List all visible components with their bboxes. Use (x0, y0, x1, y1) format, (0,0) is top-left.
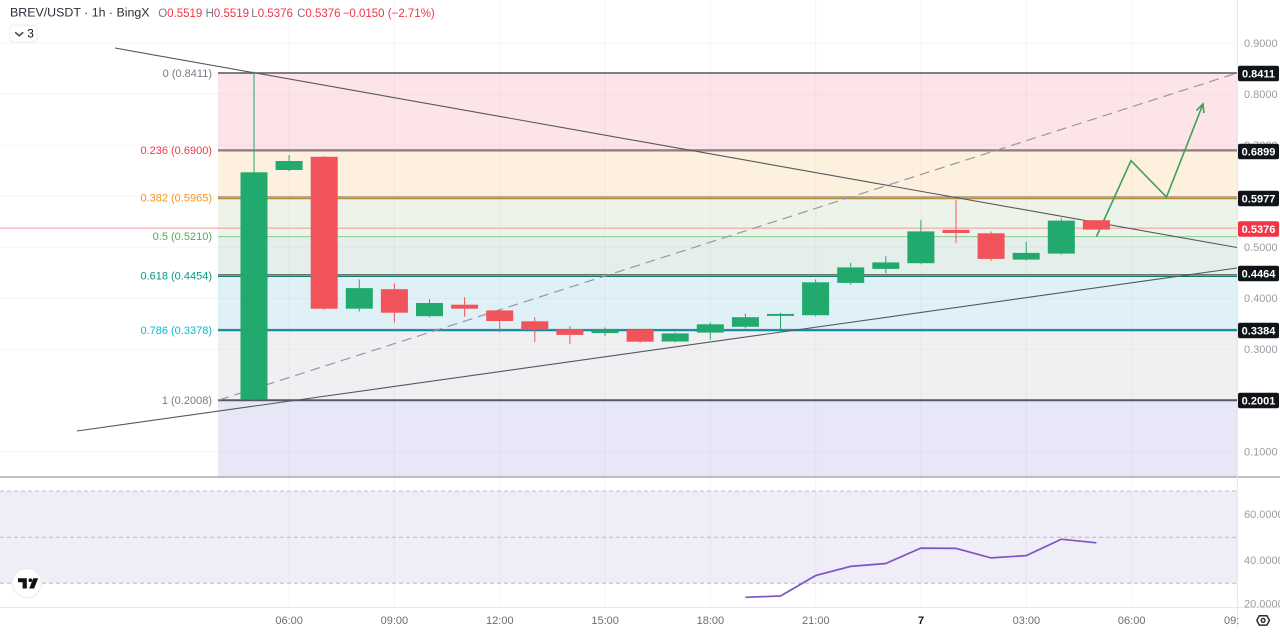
svg-text:0.786 (0.3378): 0.786 (0.3378) (140, 325, 212, 337)
svg-text:L0.5376: L0.5376 (251, 8, 293, 20)
svg-text:0.8000: 0.8000 (1244, 89, 1278, 101)
svg-text:40.0000: 40.0000 (1244, 555, 1280, 567)
svg-text:03:00: 03:00 (1013, 615, 1041, 627)
svg-text:0.4000: 0.4000 (1244, 293, 1278, 305)
svg-text:21:00: 21:00 (802, 615, 830, 627)
svg-text:18:00: 18:00 (697, 615, 725, 627)
svg-text:0.1000: 0.1000 (1244, 446, 1278, 458)
svg-text:15:00: 15:00 (591, 615, 619, 627)
svg-text:1 (0.2008): 1 (0.2008) (162, 395, 212, 407)
svg-text:0.5977: 0.5977 (1242, 193, 1276, 205)
svg-text:0 (0.8411): 0 (0.8411) (163, 68, 212, 80)
svg-text:0.8411: 0.8411 (1242, 68, 1275, 80)
svg-text:BREV/USDT · 1h · BingX: BREV/USDT · 1h · BingX (10, 6, 150, 20)
svg-text:0.618 (0.4454): 0.618 (0.4454) (140, 270, 212, 282)
svg-text:7: 7 (918, 615, 924, 627)
svg-text:06:00: 06:00 (275, 615, 303, 627)
svg-text:0.2001: 0.2001 (1242, 395, 1276, 407)
svg-text:C0.5376: C0.5376 (297, 8, 341, 20)
svg-text:0.3000: 0.3000 (1244, 344, 1278, 356)
svg-text:06:00: 06:00 (1118, 615, 1146, 627)
svg-text:0.5376: 0.5376 (1242, 224, 1276, 236)
svg-text:−0.0150 (−2.71%): −0.0150 (−2.71%) (343, 8, 435, 20)
svg-text:0.9000: 0.9000 (1244, 38, 1278, 50)
svg-text:09:: 09: (1224, 615, 1239, 627)
svg-text:60.0000: 60.0000 (1244, 509, 1280, 521)
svg-text:0.6899: 0.6899 (1242, 146, 1276, 158)
svg-text:0.382 (0.5965): 0.382 (0.5965) (140, 193, 212, 205)
svg-text:09:00: 09:00 (381, 615, 409, 627)
svg-text:0.3384: 0.3384 (1242, 325, 1277, 337)
svg-text:H0.5519: H0.5519 (206, 8, 250, 20)
svg-text:O0.5519: O0.5519 (158, 8, 202, 20)
svg-text:3: 3 (27, 27, 34, 41)
svg-text:20.0000: 20.0000 (1244, 598, 1280, 610)
svg-text:12:00: 12:00 (486, 615, 514, 627)
svg-text:0.236 (0.6900): 0.236 (0.6900) (140, 145, 212, 157)
svg-text:0.5 (0.5210): 0.5 (0.5210) (153, 231, 212, 243)
svg-text:0.4464: 0.4464 (1242, 268, 1277, 280)
svg-text:0.5000: 0.5000 (1244, 242, 1278, 254)
